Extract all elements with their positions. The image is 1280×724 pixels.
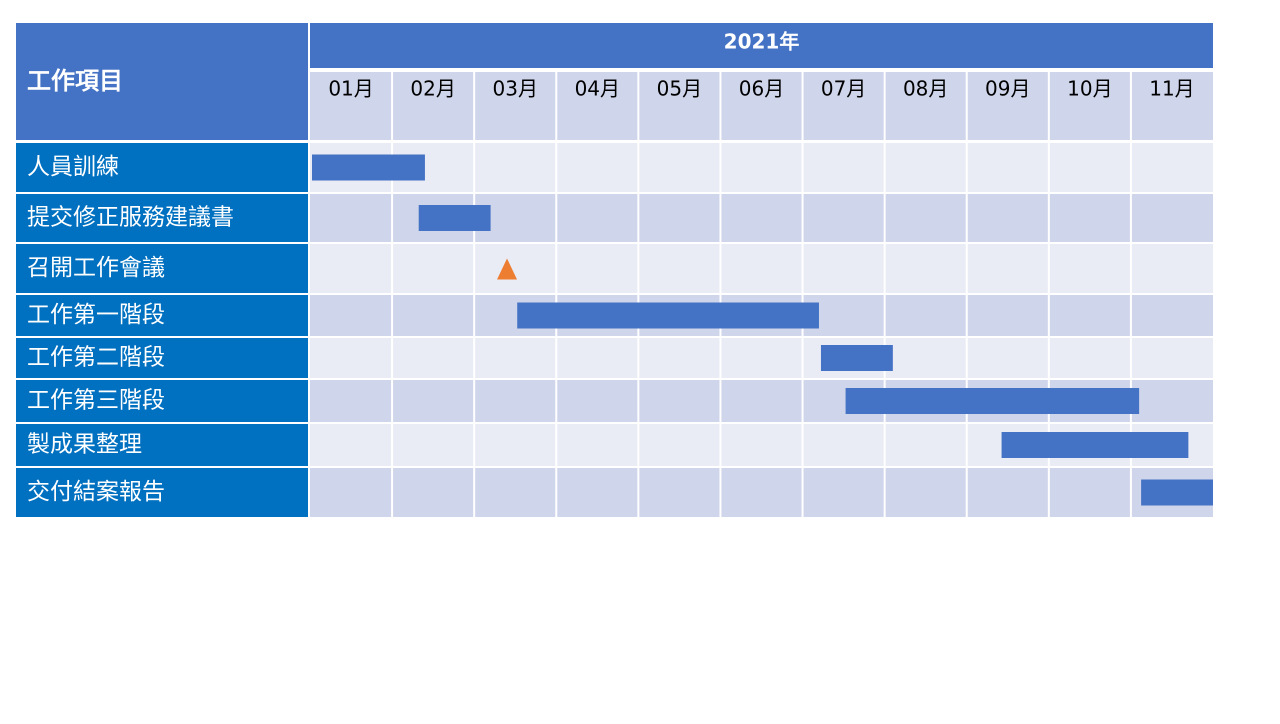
month-label: 02月 — [410, 77, 455, 101]
row-header-cell — [16, 23, 308, 140]
month-label: 07月 — [821, 77, 866, 101]
task-name: 召開工作會議 — [27, 255, 165, 281]
task-name: 製成果整理 — [27, 432, 142, 458]
month-label: 03月 — [493, 77, 538, 101]
month-label: 08月 — [903, 77, 948, 101]
task-bar — [517, 302, 819, 329]
row-header: 工作項目 — [27, 67, 123, 95]
month-row — [310, 72, 1213, 140]
month-label: 10月 — [1067, 77, 1112, 101]
year-band — [310, 23, 1213, 68]
month-label: 05月 — [657, 77, 702, 101]
month-label: 06月 — [739, 77, 784, 101]
task-bar — [1001, 432, 1189, 458]
month-label: 11月 — [1149, 77, 1194, 101]
row-background — [310, 468, 1213, 517]
task-name: 工作第三階段 — [27, 388, 165, 414]
task-bar — [1141, 479, 1213, 506]
month-label: 04月 — [575, 77, 620, 101]
task-name: 人員訓練 — [27, 154, 119, 180]
task-bar — [820, 345, 893, 371]
task-name-cell — [16, 143, 308, 192]
task-name-cell — [16, 194, 308, 242]
row-background — [310, 338, 1213, 378]
task-name-cell — [16, 244, 308, 293]
task-bar — [418, 205, 491, 231]
task-name-cell — [16, 338, 308, 378]
chart-title: 2021年 — [724, 30, 800, 54]
task-name: 工作第一階段 — [27, 302, 165, 328]
task-bar — [845, 388, 1140, 414]
task-name: 交付結案報告 — [27, 479, 165, 505]
task-name-cell — [16, 468, 308, 517]
task-name-cell — [16, 295, 308, 336]
row-background — [310, 143, 1213, 192]
month-label: 01月 — [328, 77, 373, 101]
row-background — [310, 244, 1213, 293]
milestone — [497, 258, 518, 280]
month-label: 09月 — [985, 77, 1030, 101]
task-name: 工作第二階段 — [27, 345, 165, 371]
task-name-cell — [16, 380, 308, 422]
task-name: 提交修正服務建議書 — [27, 205, 234, 231]
task-bar — [312, 154, 425, 181]
task-name-cell — [16, 424, 308, 466]
